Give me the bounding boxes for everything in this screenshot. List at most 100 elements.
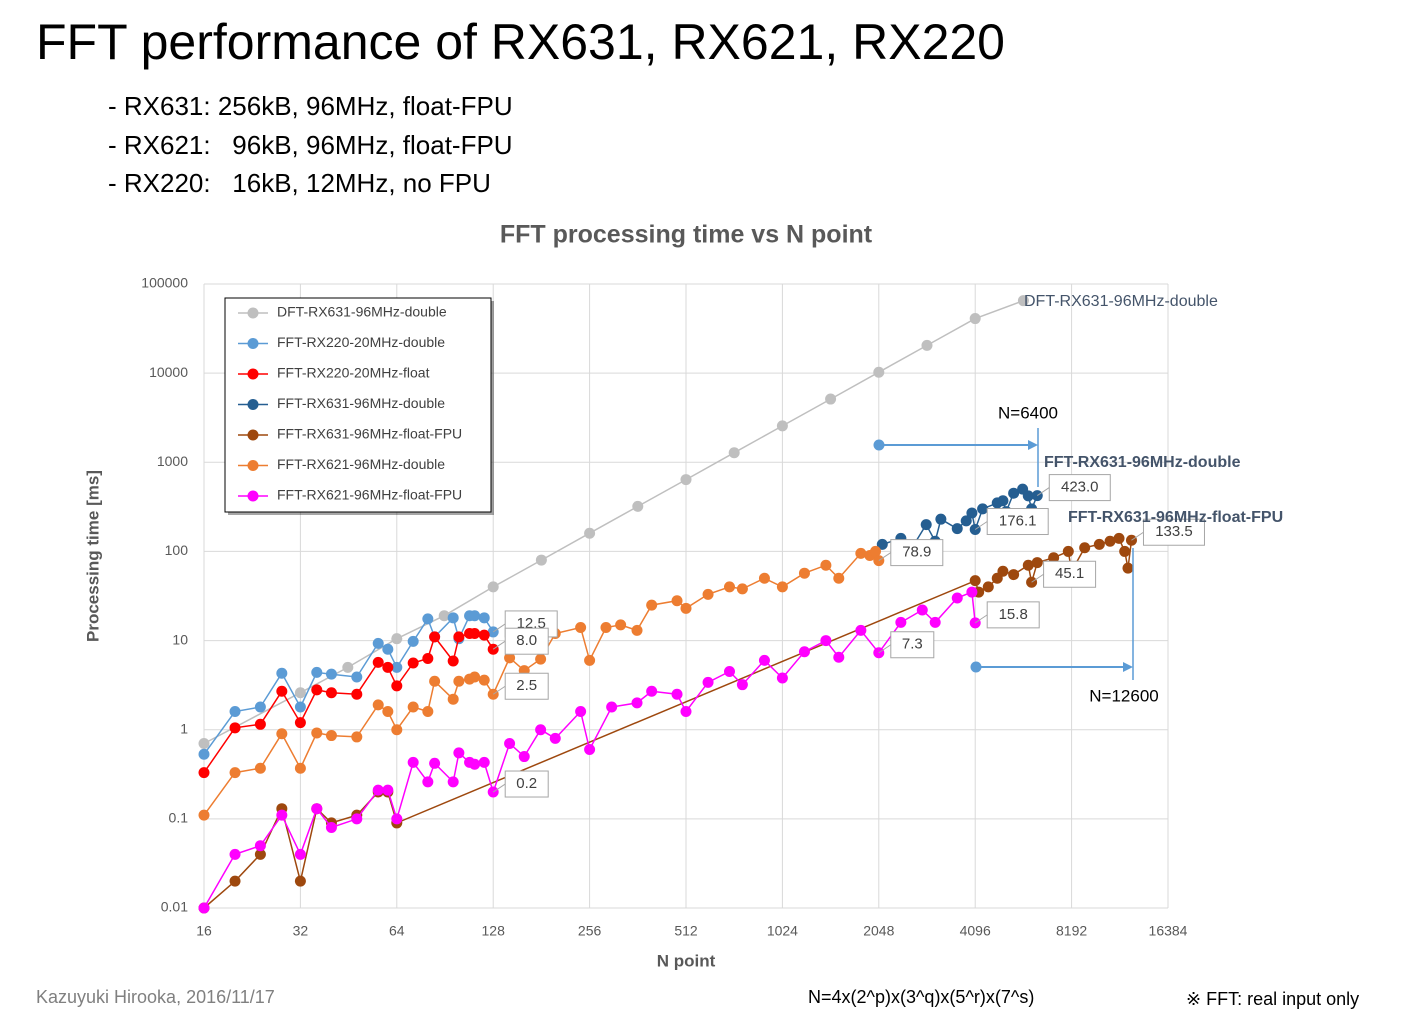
- bullet: - RX220: 16kB, 12MHz, no FPU: [108, 168, 491, 198]
- label-leader: [492, 640, 506, 650]
- data-point: [584, 527, 596, 539]
- annotations: N=6400 N=12600 FFT-RX631-96MHz-double FFT-R…: [873, 293, 1283, 705]
- data-point: [254, 701, 266, 713]
- formula: N=4x(2^p)x(3^q)x(5^r)x(7^s): [808, 987, 1034, 1007]
- data-point: [276, 728, 288, 740]
- label-box: [504, 770, 549, 798]
- data-point: [606, 701, 618, 713]
- legend-marker: [247, 368, 259, 380]
- data-point: [855, 624, 867, 636]
- data-point: [391, 680, 403, 692]
- data-point: [407, 756, 419, 768]
- data-point: [1113, 532, 1125, 544]
- data-point: [198, 748, 210, 760]
- data-point: [876, 538, 888, 550]
- data-point: [391, 633, 403, 645]
- data-point: [1079, 542, 1091, 554]
- label-leader: [974, 521, 988, 530]
- x-tick-label: 512: [674, 923, 698, 939]
- data-point: [311, 684, 323, 696]
- label-leader: [878, 644, 892, 654]
- data-point: [798, 567, 810, 579]
- data-point: [535, 554, 547, 566]
- data-point: [820, 559, 832, 571]
- data-point: [478, 756, 490, 768]
- data-point: [870, 545, 882, 557]
- data-label: 8.0: [516, 632, 537, 649]
- data-point: [951, 592, 963, 604]
- data-point: [487, 581, 499, 593]
- x-tick-label: 4096: [960, 923, 991, 939]
- series-line: [203, 537, 1133, 909]
- arrow-start: [873, 439, 885, 451]
- data-point: [855, 547, 867, 559]
- legend-label: FFT-RX621-96MHz-float-FPU: [277, 487, 462, 503]
- data-point: [1062, 545, 1074, 557]
- label-leader: [878, 552, 892, 562]
- data-point: [407, 635, 419, 647]
- legend-marker: [247, 460, 259, 471]
- data-point: [229, 767, 241, 779]
- data-point: [895, 616, 907, 628]
- plot: 12.58.0 176.1 423.0 45.1 133.5 2.5 78.9 0.2 7.3 1…: [198, 295, 1205, 914]
- data-label: 12.5: [517, 615, 546, 632]
- data-point: [294, 701, 306, 713]
- data-point: [438, 610, 450, 622]
- data-point: [372, 637, 384, 649]
- legend-marker: [247, 338, 259, 349]
- data-point: [820, 635, 832, 647]
- data-point: [453, 675, 465, 687]
- data-point: [1031, 557, 1043, 569]
- label-leader: [1031, 573, 1044, 583]
- legend-marker: [247, 490, 259, 502]
- data-point: [325, 730, 337, 742]
- x-tick-label: 16: [196, 923, 212, 939]
- data-label: 2.5: [516, 677, 537, 694]
- data-point: [254, 840, 266, 852]
- label-box: [890, 631, 935, 659]
- data-point: [276, 667, 288, 679]
- data-label: 15.8: [999, 606, 1028, 623]
- x-tick-label: 128: [482, 923, 506, 939]
- slide-title: FFT performance of RX631, RX621, RX220: [36, 14, 1005, 70]
- label-leader: [1036, 487, 1050, 497]
- y-tick-label: 0.01: [161, 899, 188, 915]
- data-point: [1008, 487, 1020, 499]
- data-point: [535, 653, 547, 665]
- legend-marker: [247, 429, 259, 441]
- y-tick-label: 1000: [157, 453, 188, 469]
- y-tick-label: 10000: [149, 364, 188, 380]
- data-point: [1022, 559, 1034, 571]
- label-leader: [492, 783, 506, 793]
- data-label: 423.0: [1061, 479, 1099, 496]
- data-point: [311, 803, 323, 815]
- annotation: DFT-RX631-96MHz-double: [1024, 293, 1218, 310]
- data-point: [198, 767, 210, 779]
- data-point: [429, 631, 441, 643]
- data-point: [916, 604, 928, 616]
- data-point: [951, 523, 963, 535]
- data-point: [1122, 562, 1134, 574]
- y-tick-label: 10: [172, 631, 188, 647]
- data-point: [422, 613, 434, 625]
- chart-title: FFT processing time vs N point: [500, 221, 873, 249]
- data-point: [960, 515, 972, 527]
- data-point: [294, 762, 306, 774]
- data-point: [325, 821, 337, 833]
- data-point: [1093, 538, 1105, 550]
- label-box: [504, 627, 549, 655]
- data-point: [311, 727, 323, 739]
- data-point: [254, 718, 266, 730]
- data-point: [758, 572, 770, 584]
- data-point: [447, 612, 459, 624]
- data-label: 176.1: [999, 512, 1037, 529]
- data-point: [680, 602, 692, 614]
- label-leader: [1131, 531, 1144, 541]
- legend-label: DFT-RX631-96MHz-double: [277, 304, 447, 320]
- x-tick-label: 1024: [767, 923, 798, 939]
- data-point: [372, 699, 384, 711]
- legend: DFT-RX631-96MHz-double FFT-RX220-20MHz-do…: [224, 297, 494, 515]
- data-point: [229, 848, 241, 860]
- data-point: [680, 706, 692, 718]
